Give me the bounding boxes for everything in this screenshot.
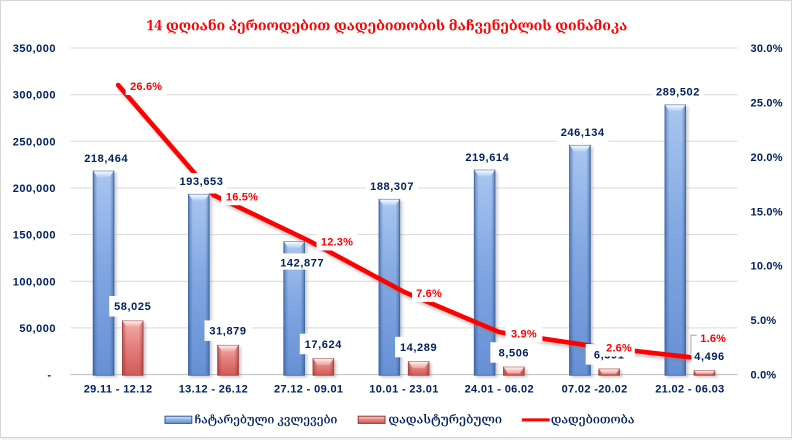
- svg-text:24.01 - 06.02: 24.01 - 06.02: [465, 384, 534, 396]
- svg-text:150,000: 150,000: [13, 230, 56, 242]
- svg-text:1.6%: 1.6%: [700, 333, 726, 345]
- svg-text:10.01 - 23.01: 10.01 - 23.01: [369, 384, 438, 396]
- svg-text:142,877: 142,877: [280, 257, 324, 269]
- svg-text:8,506: 8,506: [499, 347, 530, 359]
- svg-text:21.02 - 06.03: 21.02 - 06.03: [655, 384, 724, 396]
- svg-text:13.12 - 26.12: 13.12 - 26.12: [179, 384, 248, 396]
- svg-text:15.0%: 15.0%: [751, 206, 783, 218]
- svg-text:219,614: 219,614: [465, 152, 509, 164]
- svg-text:07.02 -20.02: 07.02 -20.02: [562, 384, 628, 396]
- svg-text:289,502: 289,502: [656, 87, 700, 99]
- svg-text:16.5%: 16.5%: [226, 191, 258, 203]
- svg-text:30.0%: 30.0%: [751, 43, 783, 55]
- svg-text:17,624: 17,624: [305, 339, 343, 351]
- svg-text:246,134: 246,134: [561, 127, 605, 139]
- svg-text:350,000: 350,000: [13, 43, 56, 55]
- svg-text:58,025: 58,025: [114, 301, 151, 313]
- svg-text:20.0%: 20.0%: [751, 152, 783, 164]
- svg-text:3.9%: 3.9%: [511, 329, 537, 341]
- svg-text:300,000: 300,000: [13, 90, 56, 102]
- svg-text:10.0%: 10.0%: [751, 261, 783, 273]
- svg-text:7.6%: 7.6%: [416, 288, 442, 300]
- svg-text:26.6%: 26.6%: [130, 81, 162, 93]
- svg-text:27.12 - 09.01: 27.12 - 09.01: [274, 384, 343, 396]
- svg-text:31,879: 31,879: [209, 326, 246, 338]
- svg-text:200,000: 200,000: [13, 183, 56, 195]
- svg-text:12.3%: 12.3%: [321, 237, 353, 249]
- svg-text:14,289: 14,289: [400, 342, 437, 354]
- svg-text:218,464: 218,464: [84, 153, 128, 165]
- svg-text:25.0%: 25.0%: [751, 97, 783, 109]
- svg-text:100,000: 100,000: [13, 276, 56, 288]
- svg-text:188,307: 188,307: [370, 181, 414, 193]
- svg-text:0.0%: 0.0%: [751, 370, 777, 382]
- svg-text:193,653: 193,653: [180, 176, 224, 188]
- svg-text:2.6%: 2.6%: [606, 343, 632, 355]
- svg-text:250,000: 250,000: [13, 136, 56, 148]
- svg-text:4,496: 4,496: [694, 351, 725, 363]
- svg-text:-: -: [47, 370, 51, 382]
- svg-text:50,000: 50,000: [19, 323, 56, 335]
- svg-text:5.0%: 5.0%: [751, 315, 777, 327]
- svg-text:29.11 - 12.12: 29.11 - 12.12: [84, 384, 153, 396]
